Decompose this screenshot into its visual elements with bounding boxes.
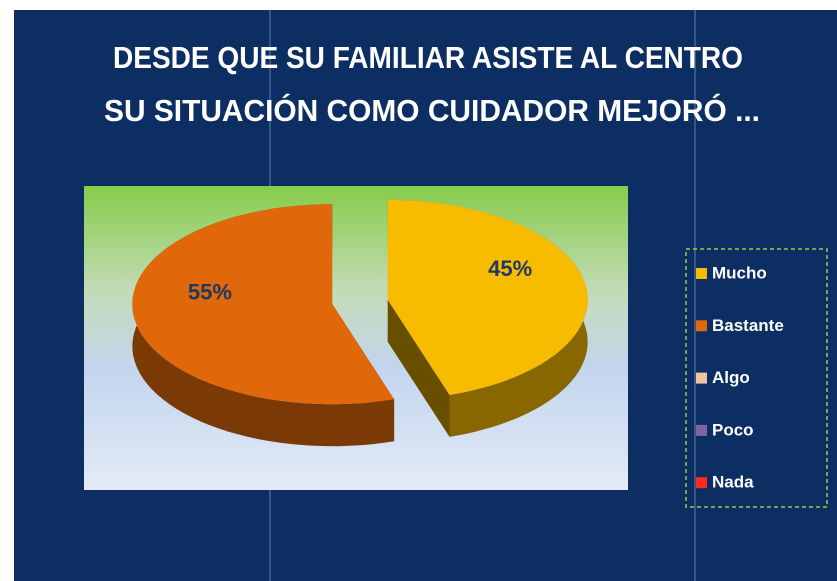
slice-side (387, 299, 450, 437)
legend-label: Poco (712, 420, 754, 439)
legend-label: Mucho (712, 263, 767, 282)
legend-swatch (696, 477, 707, 489)
data-label: 55% (188, 280, 232, 305)
legend-label: Algo (712, 368, 750, 387)
legend-swatch (696, 424, 707, 436)
legend-label: Bastante (712, 316, 784, 335)
legend-swatch (696, 320, 707, 332)
legend-swatch (696, 372, 707, 384)
legend-swatch (696, 268, 707, 279)
data-label: 45% (488, 256, 532, 281)
chart-title: DESDE QUE SU FAMILIAR ASISTE AL CENTRO (113, 40, 743, 75)
legend-box (685, 248, 828, 508)
chart-title: SU SITUACIÓN COMO CUIDADOR MEJORÓ ... (104, 92, 760, 128)
pie-slice (387, 199, 588, 395)
legend-label: Nada (712, 473, 754, 492)
pie-slice (132, 204, 395, 405)
